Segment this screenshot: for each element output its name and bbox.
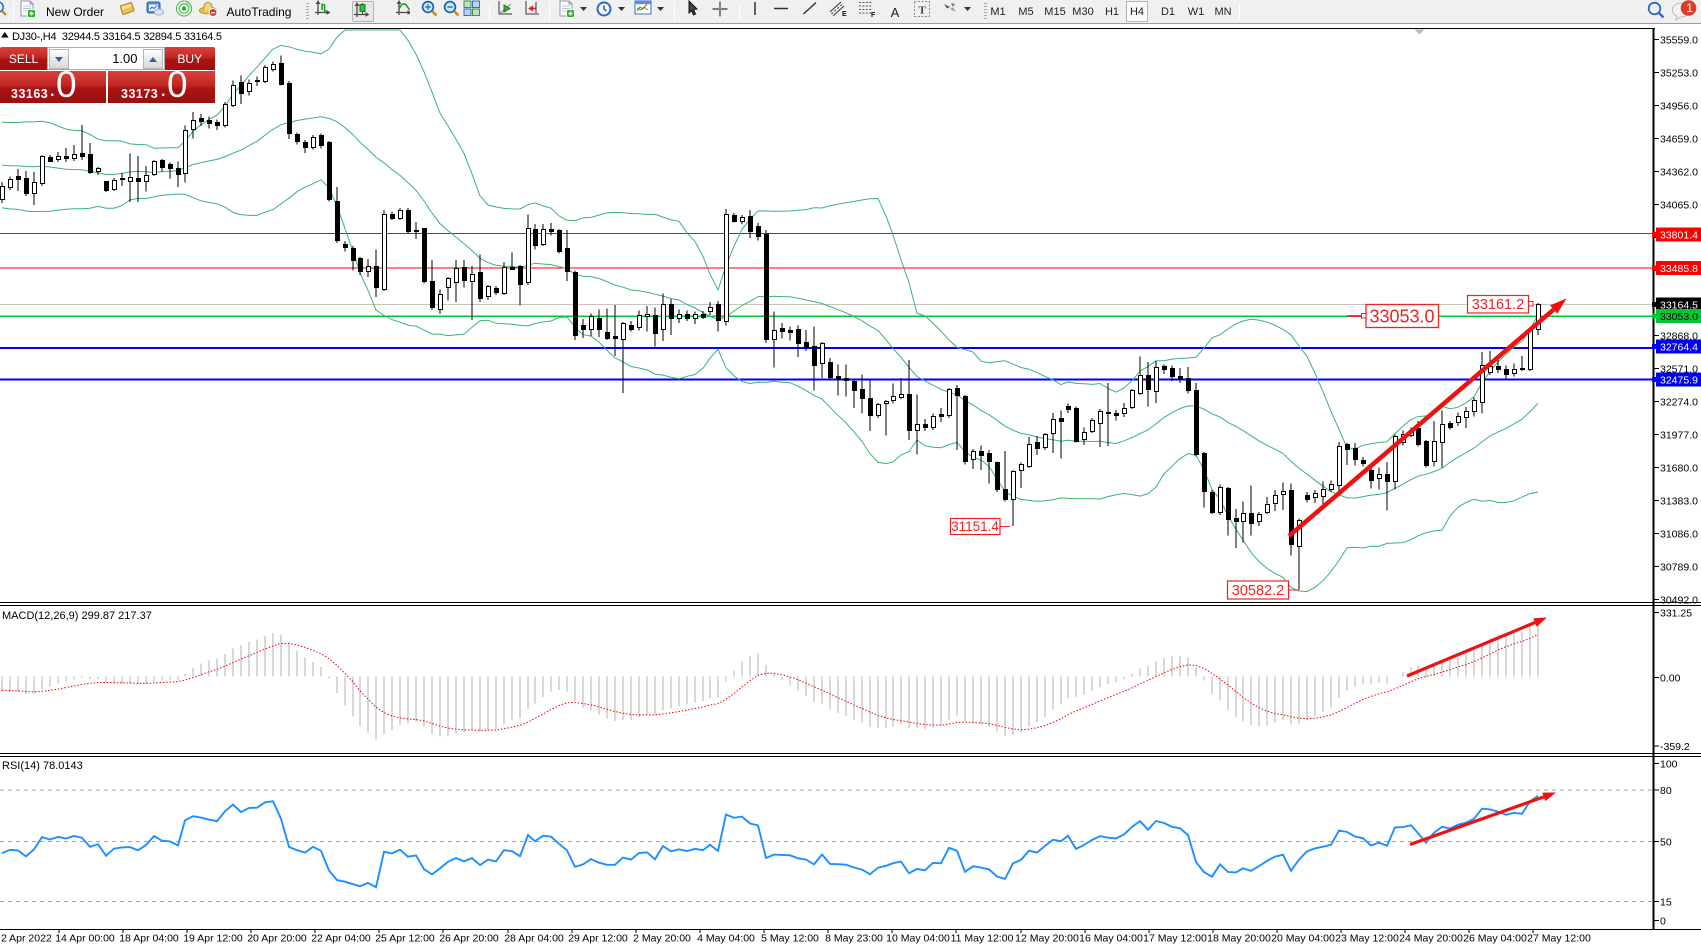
svg-text:34956.0: 34956.0	[1660, 101, 1698, 113]
svg-text:31086.0: 31086.0	[1660, 529, 1698, 541]
svg-text:34659.0: 34659.0	[1660, 134, 1698, 146]
svg-text:T: T	[919, 5, 927, 17]
svg-text:11 May 12:00: 11 May 12:00	[951, 933, 1014, 945]
svg-text:25 Apr 12:00: 25 Apr 12:00	[375, 933, 435, 945]
svg-text:30492.0: 30492.0	[1660, 595, 1698, 607]
svg-text:80: 80	[1660, 785, 1672, 797]
svg-text:14 Apr 00:00: 14 Apr 00:00	[55, 933, 115, 945]
svg-text:20 Apr 20:00: 20 Apr 20:00	[247, 933, 307, 945]
svg-text:31151.4: 31151.4	[951, 519, 999, 534]
svg-text:F: F	[871, 12, 876, 18]
svg-text:RSI(14) 78.0143: RSI(14) 78.0143	[2, 760, 83, 772]
svg-text:26 Apr 20:00: 26 Apr 20:00	[439, 933, 499, 945]
svg-text:16 May 04:00: 16 May 04:00	[1079, 933, 1143, 945]
svg-text:35253.0: 35253.0	[1660, 68, 1698, 80]
svg-text:30789.0: 30789.0	[1660, 562, 1698, 574]
svg-text:23 May 12:00: 23 May 12:00	[1335, 933, 1399, 945]
svg-text:50: 50	[1660, 837, 1672, 849]
svg-text:31680.0: 31680.0	[1660, 463, 1698, 475]
svg-text:100: 100	[1660, 759, 1678, 771]
svg-text:E: E	[842, 11, 847, 18]
svg-text:33053.0: 33053.0	[1369, 307, 1434, 327]
svg-text:18 Apr 04:00: 18 Apr 04:00	[119, 933, 179, 945]
svg-text:10 May 04:00: 10 May 04:00	[886, 933, 950, 945]
svg-text:34065.0: 34065.0	[1660, 200, 1698, 212]
svg-text:0.00: 0.00	[1660, 673, 1681, 685]
svg-text:34362.0: 34362.0	[1660, 167, 1698, 179]
svg-text:31977.0: 31977.0	[1660, 430, 1698, 442]
svg-text:15: 15	[1660, 897, 1672, 909]
svg-text:33161.2: 33161.2	[1472, 297, 1524, 313]
svg-text:1: 1	[1686, 1, 1693, 15]
svg-text:33801.4: 33801.4	[1660, 229, 1698, 241]
svg-text:2 May 20:00: 2 May 20:00	[633, 933, 691, 945]
svg-text:5 May 12:00: 5 May 12:00	[761, 933, 819, 945]
svg-text:28 Apr 04:00: 28 Apr 04:00	[504, 933, 564, 945]
svg-text:0: 0	[1660, 916, 1666, 928]
svg-text:17 May 12:00: 17 May 12:00	[1143, 933, 1207, 945]
svg-text:26 May 04:00: 26 May 04:00	[1463, 933, 1527, 945]
svg-text:MACD(12,26,9) 299.87 217.37: MACD(12,26,9) 299.87 217.37	[2, 610, 152, 622]
svg-text:27 May 12:00: 27 May 12:00	[1527, 933, 1591, 945]
svg-text:32764.4: 32764.4	[1660, 341, 1698, 353]
svg-text:12 May 20:00: 12 May 20:00	[1015, 933, 1079, 945]
svg-text:31383.0: 31383.0	[1660, 496, 1698, 508]
svg-text:24 May 20:00: 24 May 20:00	[1399, 933, 1463, 945]
svg-text:32475.9: 32475.9	[1660, 374, 1698, 386]
svg-text:33053.0: 33053.0	[1660, 311, 1698, 323]
svg-text:33485.8: 33485.8	[1660, 263, 1698, 275]
svg-text:8 May 23:00: 8 May 23:00	[825, 933, 883, 945]
svg-text:2 Apr 2022: 2 Apr 2022	[1, 933, 52, 945]
svg-text:331.25: 331.25	[1660, 608, 1692, 620]
svg-text:18 May 20:00: 18 May 20:00	[1207, 933, 1271, 945]
svg-text:30582.2: 30582.2	[1232, 583, 1284, 599]
svg-text:33164.5: 33164.5	[1660, 299, 1698, 311]
svg-text:4 May 04:00: 4 May 04:00	[697, 933, 755, 945]
svg-text:35559.0: 35559.0	[1660, 35, 1698, 47]
svg-text:32274.0: 32274.0	[1660, 397, 1698, 409]
svg-text:20 May 04:00: 20 May 04:00	[1271, 933, 1335, 945]
svg-text:DJ30-,H4 32944.5 33164.5 3289: DJ30-,H4 32944.5 33164.5 32894.5 33164.5	[12, 31, 222, 43]
svg-text:22 Apr 04:00: 22 Apr 04:00	[311, 933, 371, 945]
svg-text:-359.2: -359.2	[1660, 741, 1690, 753]
svg-text:29 Apr 12:00: 29 Apr 12:00	[568, 933, 628, 945]
svg-text:19 Apr 12:00: 19 Apr 12:00	[183, 933, 243, 945]
